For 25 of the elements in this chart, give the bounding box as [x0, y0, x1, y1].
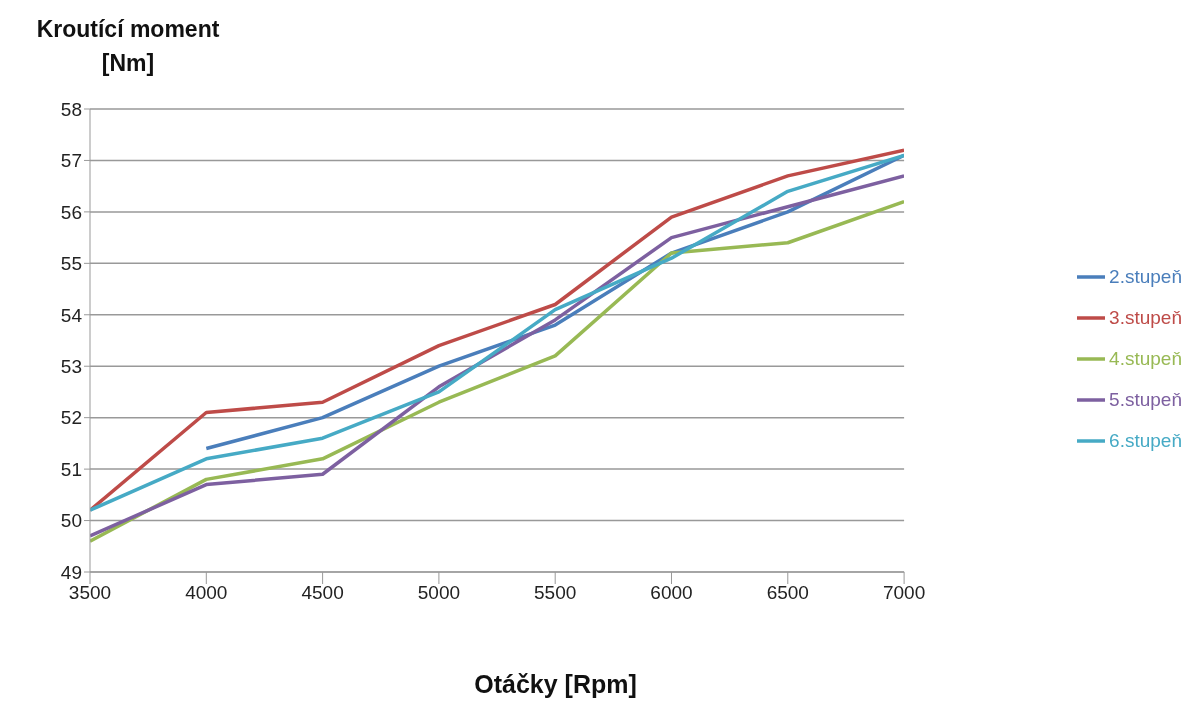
x-axis-title: Otáčky [Rpm] [473, 670, 638, 699]
legend-label: 2.stupeň [1109, 265, 1182, 287]
x-tick-label: 4500 [301, 582, 344, 604]
x-tick-label: 6500 [766, 582, 809, 604]
y-tick-label: 53 [60, 355, 82, 377]
y-tick-label: 56 [60, 201, 82, 223]
y-tick-label: 57 [60, 150, 82, 172]
x-tick-label: 6000 [650, 582, 693, 604]
y-tick-label: 51 [60, 458, 82, 480]
y-tick-label: 55 [60, 253, 82, 275]
x-tick-label: 7000 [882, 582, 926, 604]
y-tick-label: 52 [60, 407, 82, 429]
y-tick-label: 49 [60, 561, 82, 583]
x-tick-label: 4000 [185, 582, 228, 604]
y-axis-title: Kroutící moment [Nm] [35, 15, 221, 78]
x-tick-label: 5000 [417, 582, 461, 604]
legend-label: 4.stupeň [1109, 347, 1182, 369]
legend-label: 6.stupeň [1109, 429, 1182, 451]
x-tick-label: 5500 [534, 582, 577, 604]
legend-label: 3.stupeň [1109, 306, 1182, 328]
y-tick-label: 58 [60, 98, 82, 120]
legend-label: 5.stupeň [1109, 388, 1182, 410]
x-tick-label: 3500 [68, 582, 112, 604]
y-tick-label: 50 [60, 510, 82, 532]
y-tick-label: 54 [60, 304, 83, 326]
